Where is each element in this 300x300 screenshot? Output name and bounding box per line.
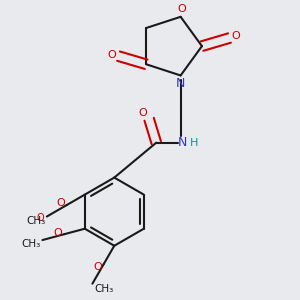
Text: CH₃: CH₃ (94, 284, 113, 294)
Text: O: O (53, 227, 62, 238)
Text: N: N (176, 77, 185, 90)
Text: O: O (138, 108, 147, 118)
Text: CH₃: CH₃ (22, 239, 41, 249)
Text: O: O (232, 32, 240, 41)
Text: H: H (190, 138, 198, 148)
Text: O: O (108, 50, 116, 59)
Text: O: O (177, 4, 186, 14)
Text: O: O (94, 262, 102, 272)
Text: CH₃: CH₃ (26, 216, 45, 226)
Text: O: O (56, 198, 65, 208)
Text: N: N (178, 136, 187, 149)
Text: O: O (37, 213, 44, 223)
